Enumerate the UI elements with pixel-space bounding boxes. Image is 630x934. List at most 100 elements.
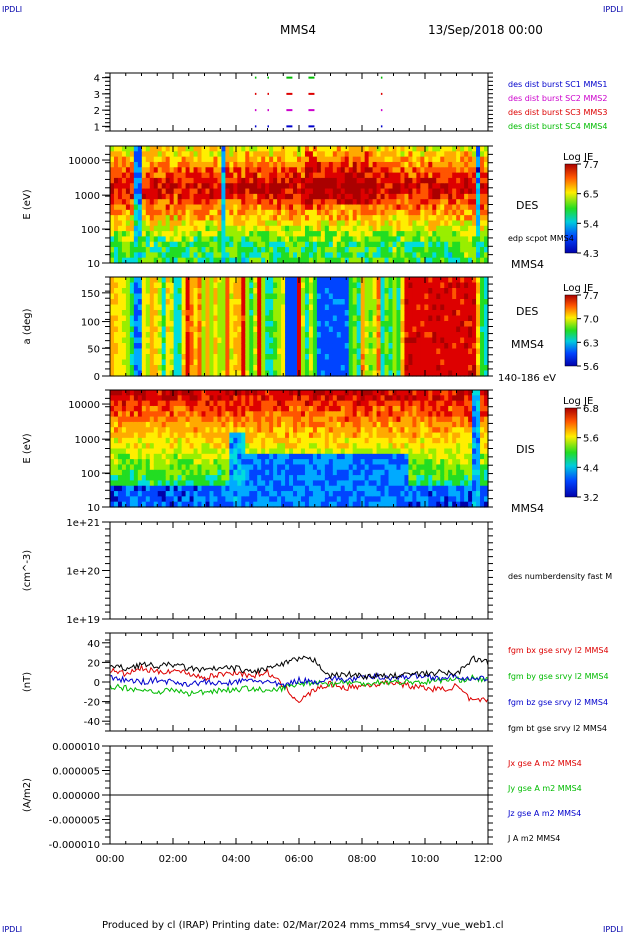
heatmap-cell <box>221 400 226 407</box>
heatmap-cell <box>110 475 115 482</box>
heatmap-cell <box>237 188 242 195</box>
heatmap-cell <box>197 167 203 174</box>
heatmap-cell <box>257 337 262 344</box>
heatmap-cell <box>249 193 254 200</box>
heatmap-cell <box>253 299 258 306</box>
heatmap-cell <box>456 348 461 355</box>
heatmap-cell <box>137 421 143 428</box>
heatmap-cell <box>352 257 358 264</box>
heatmap-cell <box>340 236 346 243</box>
heatmap-cell <box>360 359 366 366</box>
heatmap-cell <box>125 225 131 232</box>
heatmap-cell <box>197 365 203 372</box>
heatmap-cell <box>110 469 115 476</box>
heatmap-cell <box>372 348 378 355</box>
heatmap-cell <box>408 161 413 168</box>
heatmap-cell <box>348 151 354 158</box>
heatmap-cell <box>165 310 171 317</box>
heatmap-cell <box>113 257 119 264</box>
heatmap-cell <box>388 315 394 322</box>
heatmap-cell <box>460 359 465 366</box>
heatmap-cell <box>428 183 433 190</box>
y-tick-label: 1000 <box>75 191 100 202</box>
heatmap-cell <box>285 172 290 179</box>
heatmap-cell <box>249 464 254 471</box>
heatmap-cell <box>460 277 465 284</box>
heatmap-cell <box>197 432 203 439</box>
heatmap-cell <box>289 299 294 306</box>
heatmap-cell <box>221 485 226 492</box>
heatmap-cell <box>261 310 266 317</box>
heatmap-cell <box>308 348 314 355</box>
heatmap-cell <box>249 188 254 195</box>
heatmap-cell <box>257 304 262 311</box>
heatmap-cell <box>181 448 187 455</box>
heatmap-cell <box>436 215 441 222</box>
heatmap-cell <box>464 365 469 372</box>
heatmap-cell <box>424 343 429 350</box>
heatmap-cell <box>269 167 274 174</box>
heatmap-cell <box>416 209 421 216</box>
heatmap-cell <box>209 241 215 248</box>
heatmap-cell <box>233 241 238 248</box>
heatmap-cell <box>281 236 286 243</box>
heatmap-cell <box>396 204 402 211</box>
heatmap-cell <box>125 204 131 211</box>
heatmap-cell <box>229 337 234 344</box>
heatmap-cell <box>241 167 246 174</box>
heatmap-cell <box>161 252 167 259</box>
heatmap-cell <box>460 225 465 232</box>
heatmap-cell <box>265 156 270 163</box>
heatmap-cell <box>285 161 290 168</box>
heatmap-cell <box>217 348 223 355</box>
heatmap-cell <box>360 209 366 216</box>
heatmap-cell <box>197 193 203 200</box>
heatmap-cell <box>440 343 445 350</box>
heatmap-cell <box>281 167 286 174</box>
heatmap-cell <box>241 443 246 450</box>
heatmap-cell <box>261 416 266 423</box>
heatmap-cell <box>344 236 350 243</box>
heatmap-cell <box>241 257 246 264</box>
heatmap-cell <box>432 241 437 248</box>
heatmap-cell <box>245 220 250 227</box>
heatmap-cell <box>388 252 394 259</box>
heatmap-cell <box>484 146 489 152</box>
heatmap-cell <box>141 469 147 476</box>
heatmap-cell <box>133 427 139 434</box>
heatmap-cell <box>372 225 378 232</box>
heatmap-cell <box>364 337 370 344</box>
heatmap-cell <box>169 183 175 190</box>
heatmap-cell <box>189 400 195 407</box>
heatmap-cell <box>348 326 354 333</box>
heatmap-cell <box>133 146 139 152</box>
heatmap-cell <box>257 359 262 366</box>
heatmap-cell <box>420 151 425 158</box>
heatmap-cell <box>408 209 413 216</box>
heatmap-cell <box>408 337 413 344</box>
heatmap-cell <box>113 236 119 243</box>
heatmap-cell <box>173 437 179 444</box>
heatmap-cell <box>229 193 234 200</box>
heatmap-cell <box>460 188 465 195</box>
heatmap-cell <box>165 453 171 460</box>
heatmap-cell <box>392 199 398 206</box>
heatmap-cell <box>121 405 127 412</box>
heatmap-cell <box>384 146 390 152</box>
heatmap-cell <box>480 199 485 206</box>
heatmap-cell <box>265 310 270 317</box>
heatmap-cell <box>273 337 278 344</box>
heatmap-cell <box>312 343 318 350</box>
heatmap-cell <box>137 427 143 434</box>
heatmap-cell <box>436 247 441 253</box>
heatmap-cell <box>217 501 223 508</box>
heatmap-cell <box>197 416 203 423</box>
heatmap-cell <box>110 427 115 434</box>
heatmap-cell <box>472 337 477 344</box>
heatmap-cell <box>201 469 207 476</box>
heatmap-cell <box>400 225 406 232</box>
heatmap-cell <box>328 241 334 248</box>
heatmap-cell <box>265 282 270 289</box>
heatmap-cell <box>169 225 175 232</box>
heatmap-cell <box>153 427 159 434</box>
